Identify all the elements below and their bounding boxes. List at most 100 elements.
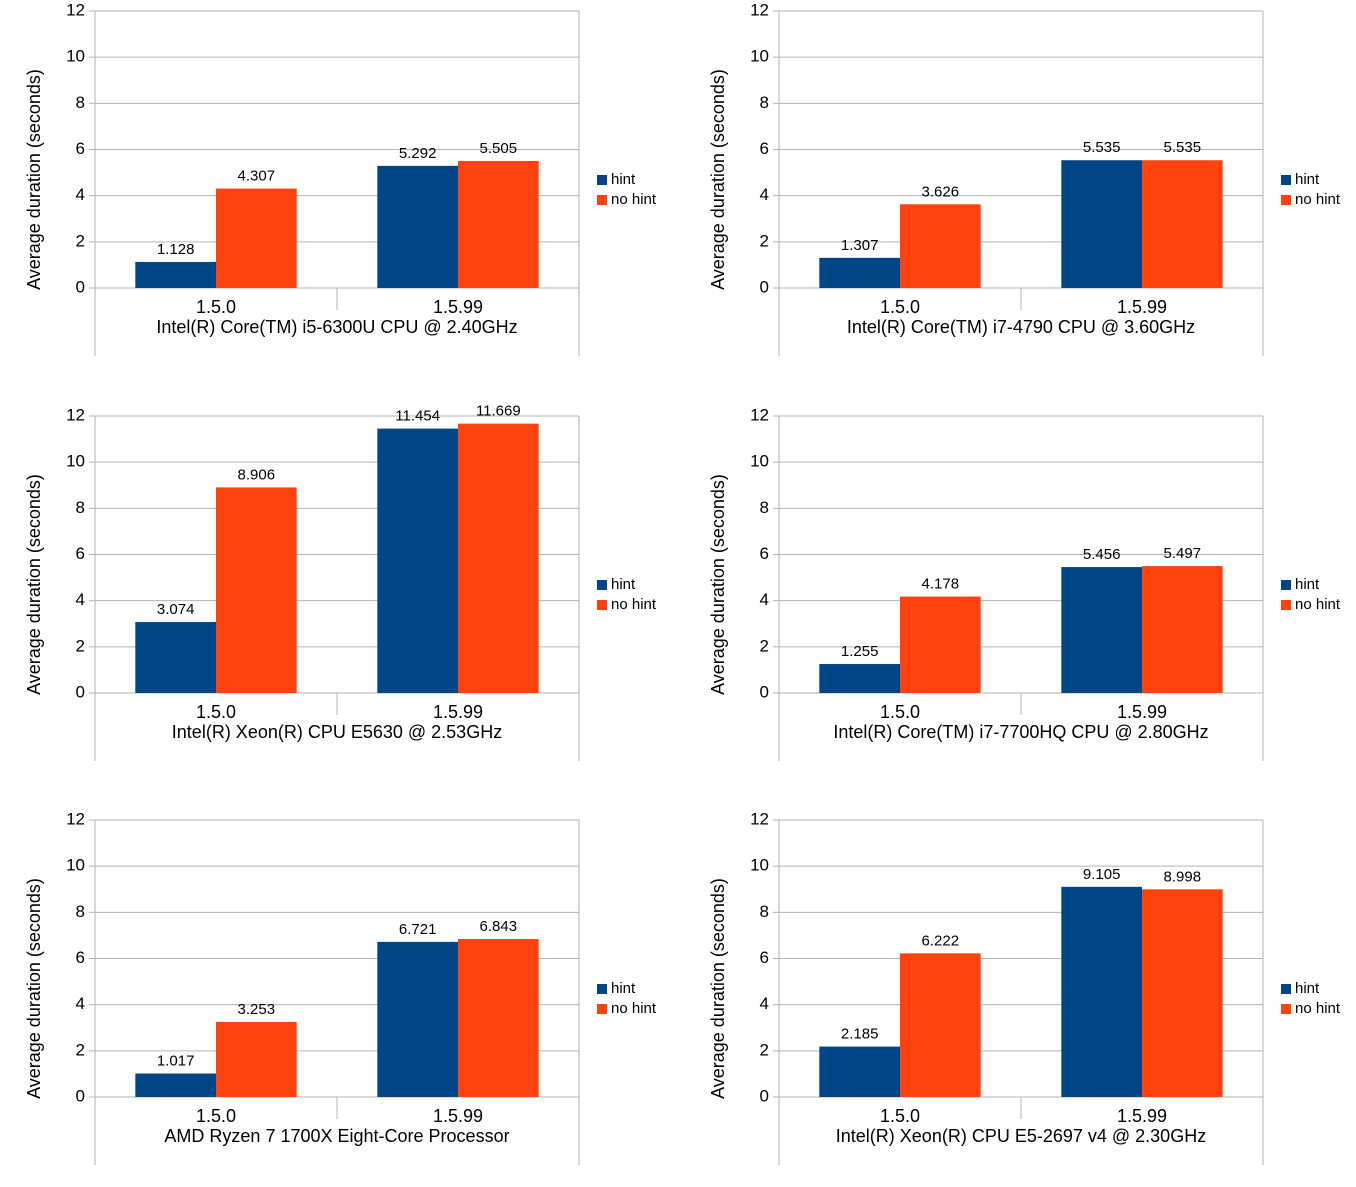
y-tick-label: 4: [760, 994, 769, 1013]
legend-swatch: [1281, 175, 1291, 185]
legend-label: no hint: [1295, 1000, 1341, 1017]
bar: [135, 261, 216, 288]
data-label: 3.253: [238, 1001, 276, 1018]
y-tick-label: 12: [750, 405, 769, 424]
y-tick-label: 2: [76, 636, 85, 655]
data-label: 1.255: [841, 643, 879, 660]
x-tick-label: 1.5.99: [433, 297, 483, 317]
y-tick-label: 0: [76, 277, 85, 296]
y-tick-label: 12: [66, 0, 85, 19]
bar: [458, 939, 539, 1097]
data-label: 1.017: [157, 1052, 195, 1069]
bar: [900, 596, 981, 693]
y-tick-label: 2: [76, 231, 85, 250]
legend-label: no hint: [611, 1000, 657, 1017]
legend-swatch: [1281, 195, 1291, 205]
x-tick-label: 1.5.0: [196, 297, 236, 317]
data-label: 6.843: [480, 918, 518, 935]
data-label: 6.222: [922, 932, 960, 949]
chart: 0 2 4 6 8 10 12 Average duration (seconds) 1.5.0…: [708, 405, 1341, 761]
legend-swatch: [597, 175, 607, 185]
bar: [377, 165, 458, 288]
data-label: 5.505: [480, 140, 518, 157]
legend-swatch: [1281, 1004, 1291, 1014]
bar: [819, 257, 900, 288]
legend-label: no hint: [1295, 191, 1341, 208]
chart: 0 2 4 6 8 10 12 Average duration (seconds) 1.5.0…: [708, 0, 1341, 356]
y-tick-label: 0: [76, 682, 85, 701]
x-axis-title: Intel(R) Xeon(R) CPU E5-2697 v4 @ 2.30GH…: [836, 1126, 1206, 1146]
y-tick-label: 4: [76, 185, 85, 204]
bar: [216, 487, 297, 693]
legend-label: hint: [611, 980, 636, 997]
y-axis-title: Average duration (seconds): [24, 474, 44, 695]
legend-label: hint: [1295, 980, 1320, 997]
x-tick-label: 1.5.99: [1117, 1106, 1167, 1126]
data-label: 6.721: [399, 921, 437, 938]
x-tick-label: 1.5.99: [1117, 297, 1167, 317]
y-tick-label: 10: [66, 452, 85, 471]
legend-swatch: [597, 600, 607, 610]
x-tick-label: 1.5.0: [196, 702, 236, 722]
bar: [377, 428, 458, 693]
y-tick-label: 4: [760, 185, 769, 204]
chart: 0 2 4 6 8 10 12 Average duration (seconds) 1.5.0…: [24, 809, 657, 1165]
y-tick-label: 10: [66, 47, 85, 66]
x-tick-label: 1.5.0: [880, 297, 920, 317]
y-tick-label: 10: [750, 452, 769, 471]
y-tick-label: 8: [76, 498, 85, 517]
y-tick-label: 8: [76, 902, 85, 921]
legend-swatch: [597, 1004, 607, 1014]
bar: [1142, 566, 1223, 693]
y-tick-label: 4: [76, 590, 85, 609]
y-axis-title: Average duration (seconds): [708, 474, 728, 695]
bar: [135, 1073, 216, 1097]
bar: [216, 188, 297, 288]
x-tick-label: 1.5.0: [196, 1106, 236, 1126]
legend-swatch: [1281, 580, 1291, 590]
bar: [900, 204, 981, 288]
data-label: 5.535: [1164, 139, 1202, 156]
data-label: 5.497: [1164, 545, 1202, 562]
data-label: 3.626: [922, 183, 960, 200]
data-label: 5.456: [1083, 546, 1121, 563]
y-tick-label: 8: [760, 902, 769, 921]
bar: [1061, 886, 1142, 1097]
y-tick-label: 10: [750, 856, 769, 875]
bar: [458, 423, 539, 693]
x-axis-title: Intel(R) Xeon(R) CPU E5630 @ 2.53GHz: [172, 722, 502, 742]
y-tick-label: 6: [76, 139, 85, 158]
y-tick-label: 10: [750, 47, 769, 66]
chart: 0 2 4 6 8 10 12 Average duration (seconds) 1.5.0…: [708, 809, 1341, 1165]
y-tick-label: 12: [750, 809, 769, 828]
bar: [216, 1021, 297, 1097]
bar: [1061, 160, 1142, 288]
x-axis-title: Intel(R) Core(TM) i7-4790 CPU @ 3.60GHz: [847, 317, 1195, 337]
bar: [1142, 160, 1223, 288]
data-label: 9.105: [1083, 866, 1121, 883]
legend-label: hint: [1295, 576, 1320, 593]
y-tick-label: 6: [760, 948, 769, 967]
y-tick-label: 8: [760, 498, 769, 517]
legend-label: no hint: [611, 191, 657, 208]
x-tick-label: 1.5.99: [1117, 702, 1167, 722]
data-label: 2.185: [841, 1026, 879, 1043]
y-tick-label: 4: [760, 590, 769, 609]
y-tick-label: 10: [66, 856, 85, 875]
x-tick-label: 1.5.0: [880, 702, 920, 722]
data-label: 8.998: [1164, 868, 1202, 885]
bar: [900, 953, 981, 1097]
data-label: 11.454: [395, 408, 440, 425]
y-tick-label: 12: [66, 809, 85, 828]
y-axis-title: Average duration (seconds): [24, 69, 44, 290]
legend-label: hint: [611, 576, 636, 593]
bar: [1061, 567, 1142, 693]
bar: [1142, 889, 1223, 1097]
y-tick-label: 0: [760, 277, 769, 296]
y-tick-label: 8: [76, 93, 85, 112]
y-tick-label: 12: [66, 405, 85, 424]
y-tick-label: 12: [750, 0, 769, 19]
bar: [135, 622, 216, 693]
